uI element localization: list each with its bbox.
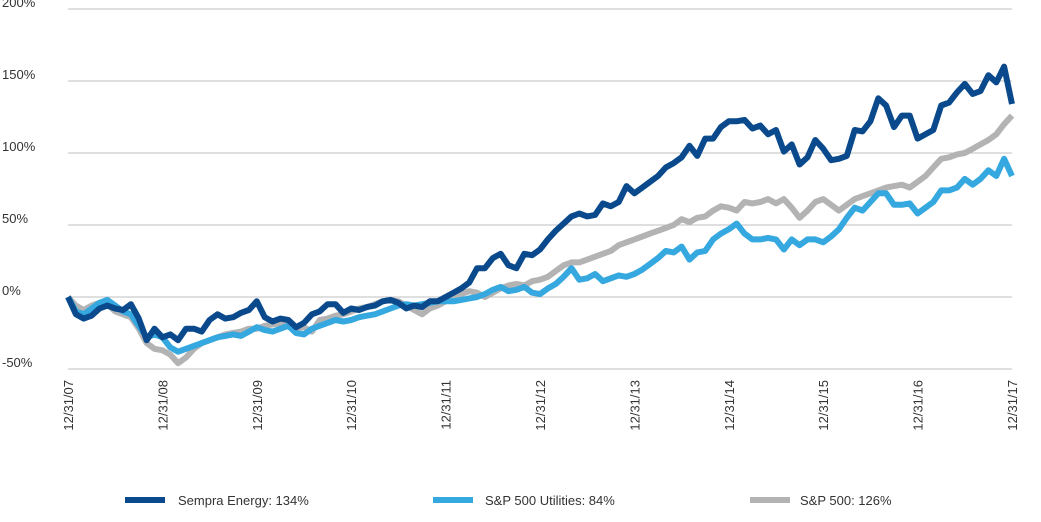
legend-label: S&P 500: 126% (800, 493, 892, 508)
x-tick-label: 12/31/16 (911, 380, 926, 431)
series-line-0 (65, 63, 1015, 344)
y-tick-label: -50% (2, 355, 33, 370)
gridlines (68, 8, 1012, 370)
x-tick-label: 12/31/10 (344, 380, 359, 431)
series-line-1 (65, 155, 1015, 355)
x-tick-label: 12/31/13 (627, 380, 642, 431)
y-tick-label: 100% (2, 139, 36, 154)
y-tick-label: 200% (2, 0, 36, 10)
x-tick-label: 12/31/12 (533, 380, 548, 431)
x-tick-label: 12/31/11 (439, 380, 454, 430)
y-tick-label: 50% (2, 211, 28, 226)
x-tick-label: 12/31/17 (1005, 380, 1020, 431)
legend-label: Sempra Energy: 134% (178, 493, 309, 508)
series-lines (65, 63, 1015, 367)
x-tick-label: 12/31/08 (155, 380, 170, 431)
x-tick-label: 12/31/09 (250, 380, 265, 431)
y-tick-label: 0% (2, 283, 21, 298)
x-axis-tick-labels: 12/31/07 12/31/08 12/31/09 12/31/10 12/31/11… (61, 380, 1020, 431)
y-axis-tick-labels: -50% 0% 50% 100% 150% 200% (2, 0, 36, 370)
legend-label: S&P 500 Utilities: 84% (485, 493, 615, 508)
legend: Sempra Energy: 134% S&P 500 Utilities: 84… (125, 493, 892, 508)
x-tick-label: 12/31/15 (816, 380, 831, 431)
x-tick-label: 12/31/14 (722, 380, 737, 431)
y-tick-label: 150% (2, 67, 36, 82)
x-tick-label: 12/31/07 (61, 380, 76, 431)
